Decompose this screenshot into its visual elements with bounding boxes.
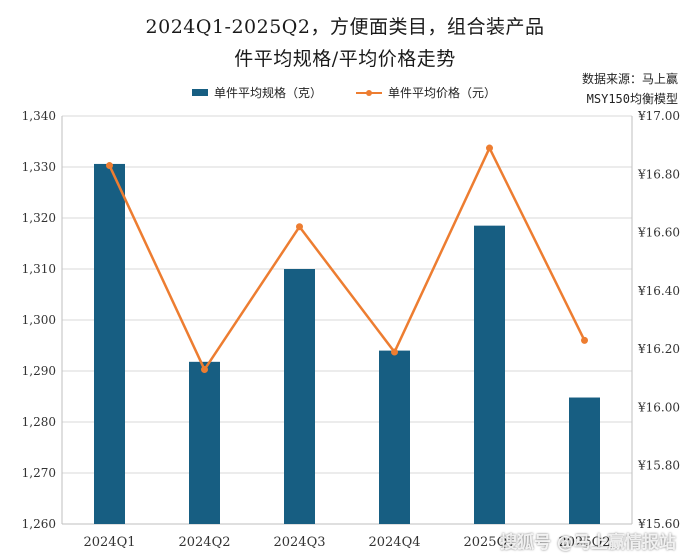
legend-line-label: 单件平均价格（元） xyxy=(388,86,497,100)
legend-line-entry: 单件平均价格（元） xyxy=(356,84,496,101)
y-left-tick-label: 1,280 xyxy=(22,415,56,429)
y-left-tick-label: 1,320 xyxy=(22,211,56,225)
y-right-tick-label: ¥17.00 xyxy=(637,109,680,123)
price-point xyxy=(486,144,493,152)
y-left-tick-label: 1,340 xyxy=(22,109,56,123)
bar xyxy=(569,397,600,524)
y-left-tick-label: 1,330 xyxy=(22,160,56,174)
y-right-tick-label: ¥16.80 xyxy=(637,167,680,181)
bar xyxy=(94,163,125,524)
price-point xyxy=(106,162,113,170)
watermark: 搜狐号 @马上赢情报站 xyxy=(500,533,676,553)
y-right-tick-label: ¥16.00 xyxy=(637,400,680,414)
y-right-tick-label: ¥15.60 xyxy=(637,517,680,531)
source-note-line1: 数据来源：马上赢 xyxy=(581,72,678,86)
legend-bar-label: 单件平均规格（克） xyxy=(214,86,323,100)
y-right-tick-label: ¥16.60 xyxy=(637,226,680,240)
y-right-tick-label: ¥15.80 xyxy=(637,459,680,473)
legend-bar-swatch xyxy=(192,89,208,96)
price-point xyxy=(391,348,398,356)
y-left-tick-label: 1,300 xyxy=(22,313,56,327)
chart-title-line1: 2024Q1-2025Q2，方便面类目，组合装产品 xyxy=(145,16,545,38)
x-tick-label: 2024Q3 xyxy=(273,535,325,550)
price-point xyxy=(296,223,303,231)
x-tick-label: 2025Q2 xyxy=(558,535,610,550)
y-left-tick-label: 1,290 xyxy=(22,364,56,378)
bar xyxy=(474,225,505,524)
bar xyxy=(284,269,315,524)
y-right-tick-label: ¥16.20 xyxy=(637,342,680,356)
price-point xyxy=(581,336,588,344)
chart-title-line2: 件平均规格/平均价格走势 xyxy=(234,48,456,70)
y-left-tick-label: 1,260 xyxy=(22,517,56,531)
y-left-tick-label: 1,270 xyxy=(22,466,56,480)
bar xyxy=(379,350,410,524)
y-right-tick-label: ¥16.40 xyxy=(637,284,680,298)
x-tick-label: 2024Q1 xyxy=(83,535,135,550)
x-tick-label: 2024Q2 xyxy=(178,535,230,550)
price-point xyxy=(201,366,208,374)
x-tick-label: 2025Q1 xyxy=(463,535,515,550)
legend-bar-entry: 单件平均规格（克） xyxy=(192,84,322,101)
y-left-tick-label: 1,310 xyxy=(22,262,56,276)
x-tick-label: 2024Q4 xyxy=(368,535,420,550)
source-note-line2: MSY150均衡模型 xyxy=(586,92,678,106)
legend-line-swatch xyxy=(356,88,382,98)
bar xyxy=(189,361,220,524)
price-line xyxy=(108,146,586,371)
